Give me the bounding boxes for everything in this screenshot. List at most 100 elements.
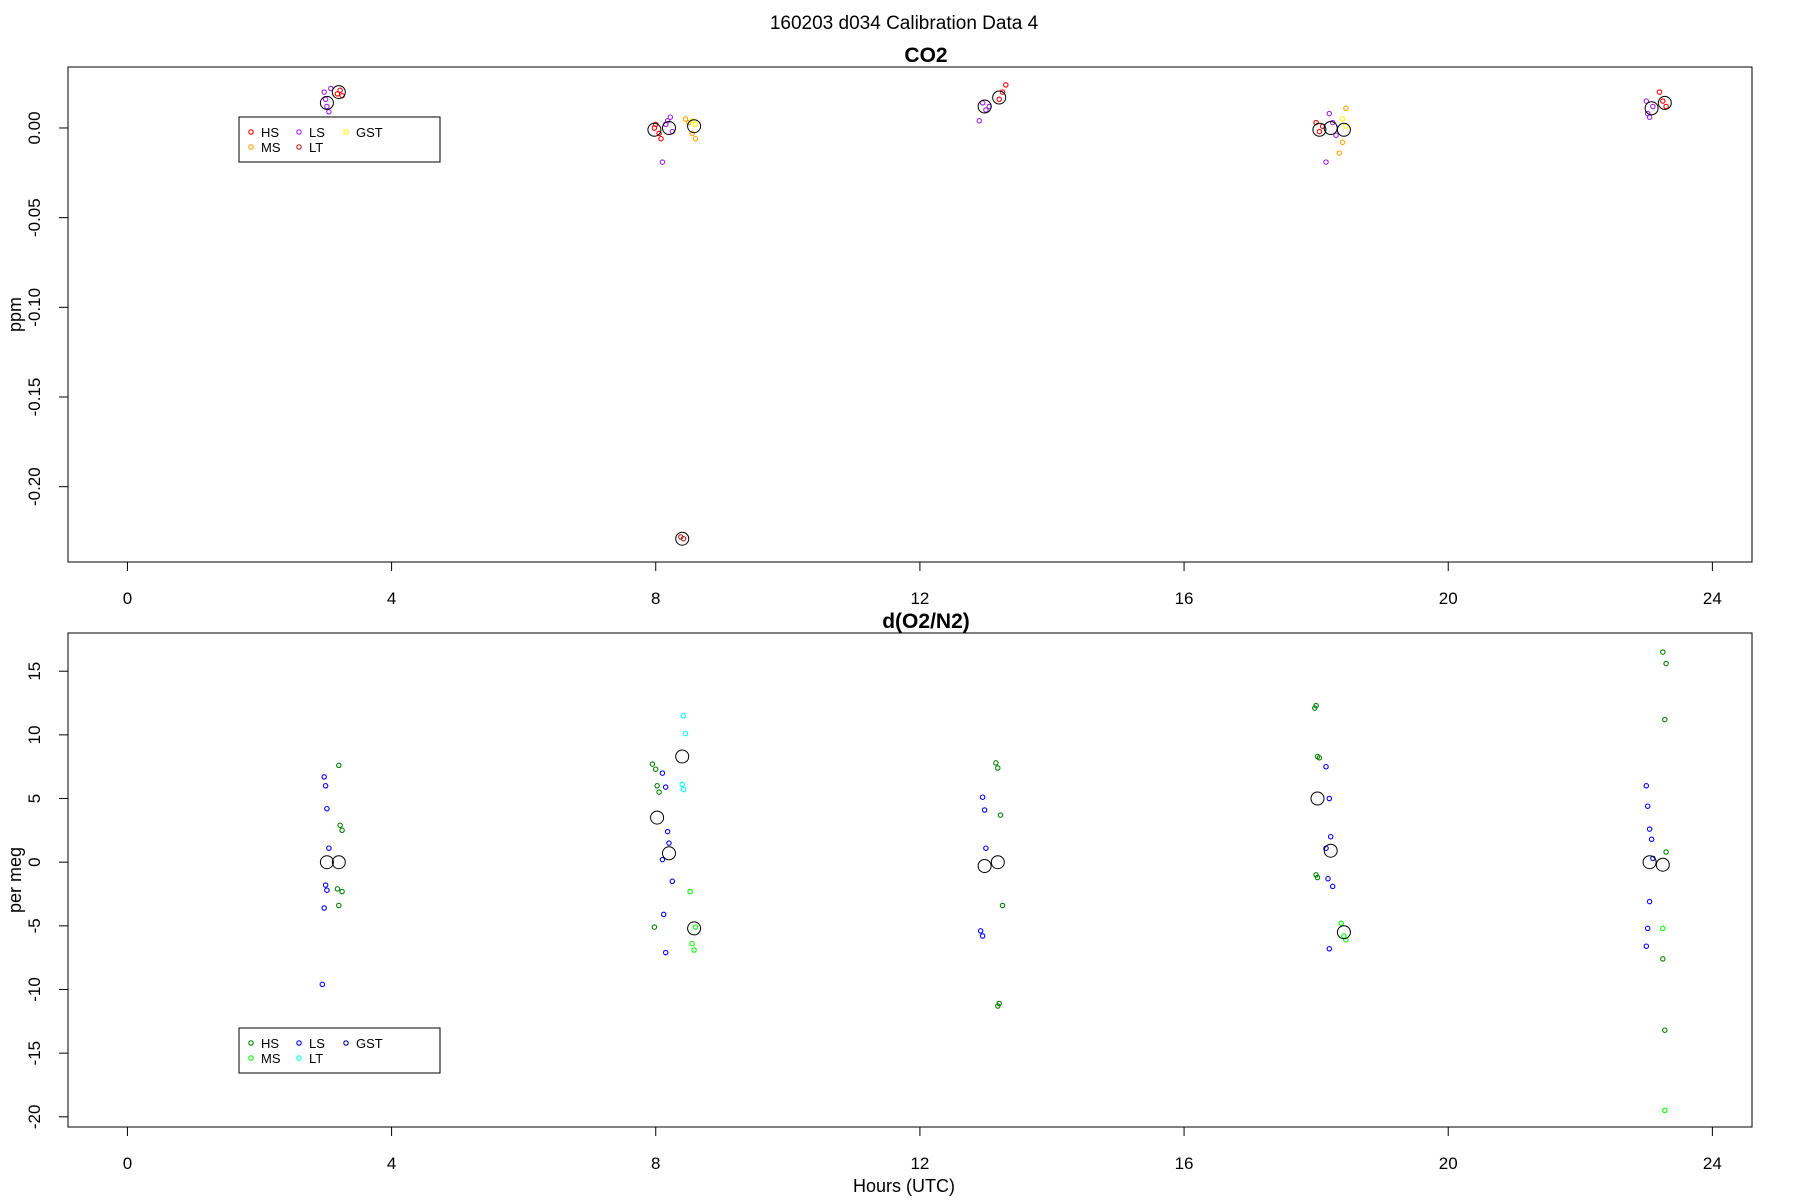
data-point-ls [981, 807, 988, 813]
panel-title: CO2 [904, 44, 947, 67]
data-point-hs [334, 886, 341, 892]
data-point-ls [1648, 836, 1655, 843]
x-tick-label: 0 [123, 589, 132, 608]
data-point-hs [1656, 89, 1663, 95]
y-tick-label: 0.00 [25, 111, 44, 144]
data-point-ls [659, 159, 666, 165]
legend-label-lt: LT [309, 1051, 323, 1066]
data-point-hs [1663, 660, 1669, 667]
data-point-hs [1314, 874, 1321, 881]
data-point-hs [336, 762, 342, 769]
legend-marker-gst [343, 129, 349, 135]
data-point-hs [651, 924, 658, 930]
data-point-lt [682, 730, 689, 737]
data-point-ms [692, 924, 699, 930]
data-point-ms [1662, 1107, 1668, 1114]
data-point-ls [319, 981, 326, 988]
mean-point [977, 859, 992, 873]
data-point-ms [1339, 139, 1346, 146]
mean-point [977, 99, 992, 114]
x-tick-label: 24 [1703, 589, 1722, 608]
data-point-ls [1643, 943, 1650, 949]
y-axis-label: per meg [5, 847, 25, 913]
data-point-hs [1663, 849, 1669, 855]
y-tick-label: -10 [25, 977, 44, 1002]
legend-marker-hs [248, 129, 254, 135]
x-tick-label: 16 [1175, 589, 1194, 608]
data-point-ms [1343, 105, 1349, 112]
data-point-ls [322, 783, 329, 789]
data-point-ms [1660, 925, 1666, 932]
data-point-ls [669, 878, 676, 885]
data-point-hs [1660, 956, 1666, 962]
data-point-ls [664, 118, 671, 124]
x-axis-label: Hours (UTC) [853, 1176, 955, 1196]
mean-point [319, 855, 334, 870]
data-point-ms [1338, 920, 1344, 927]
data-point-lt [680, 786, 687, 793]
y-tick-label: 10 [25, 725, 44, 744]
x-tick-label: 12 [910, 589, 929, 608]
y-axis-label: ppm [5, 297, 25, 332]
legend-marker-ms [248, 144, 254, 150]
data-point-ls [1326, 795, 1333, 802]
legend-marker-hs [248, 1040, 254, 1046]
series-ms [682, 105, 1349, 156]
data-point-ls [324, 103, 330, 110]
data-point-ls [1646, 826, 1653, 832]
mean-point [662, 846, 676, 861]
data-point-ls [322, 882, 329, 888]
data-point-ls [979, 933, 986, 939]
mean-point [990, 855, 1005, 870]
data-point-ls [666, 840, 672, 846]
x-tick-label: 4 [387, 1154, 396, 1173]
data-point-ms [682, 116, 689, 122]
data-point-hs [1660, 649, 1666, 655]
data-point-ls [1646, 898, 1653, 905]
data-point-gst [1339, 116, 1346, 122]
mean-point [331, 855, 346, 870]
data-point-hs [339, 827, 345, 834]
data-point-hs [1662, 1027, 1668, 1033]
legend-label-ms: MS [261, 140, 281, 155]
mean-point [650, 810, 665, 825]
data-point-ls [1323, 763, 1329, 770]
data-point-hs [997, 812, 1004, 818]
series-mean [319, 85, 1672, 546]
co2-panel: CO2 0 4 8 12 16 20 24 0.00 -0.05 -0.10 -0.15 -0.20 pp… [5, 44, 1753, 608]
x-tick-label: 8 [651, 589, 660, 608]
legend-marker-ms [248, 1055, 254, 1061]
legend-label-gst: GST [356, 1036, 383, 1051]
data-point-hs [339, 888, 345, 895]
data-point-ms [687, 888, 693, 895]
mean-point [1336, 122, 1351, 137]
data-point-ms [1336, 150, 1343, 156]
data-point-ls [1643, 783, 1650, 789]
series-lt [679, 713, 689, 793]
legend-marker-lt [296, 144, 302, 150]
data-point-ls [1326, 110, 1333, 117]
y-tick-label: 15 [25, 662, 44, 681]
data-point-ls [1323, 159, 1329, 165]
x-tick-label: 8 [651, 1154, 660, 1173]
data-point-ls [979, 794, 986, 800]
legend-label-ls: LS [309, 125, 325, 140]
data-point-hs [995, 765, 1001, 771]
series-mean [319, 749, 1670, 940]
data-point-gst [692, 121, 699, 128]
data-point-hs [999, 89, 1006, 95]
mean-point [1655, 857, 1670, 872]
series-ms [687, 888, 1668, 1114]
data-point-ls [983, 845, 989, 851]
data-point-ls [660, 911, 667, 918]
data-point-hs [995, 1003, 1001, 1009]
data-point-hs [1662, 716, 1668, 723]
data-point-ls [1644, 803, 1651, 809]
data-point-ls [321, 905, 327, 911]
data-point-hs [1313, 702, 1319, 709]
data-point-ls [977, 928, 984, 934]
data-point-ls [1643, 98, 1650, 104]
data-point-hs [996, 96, 1002, 103]
